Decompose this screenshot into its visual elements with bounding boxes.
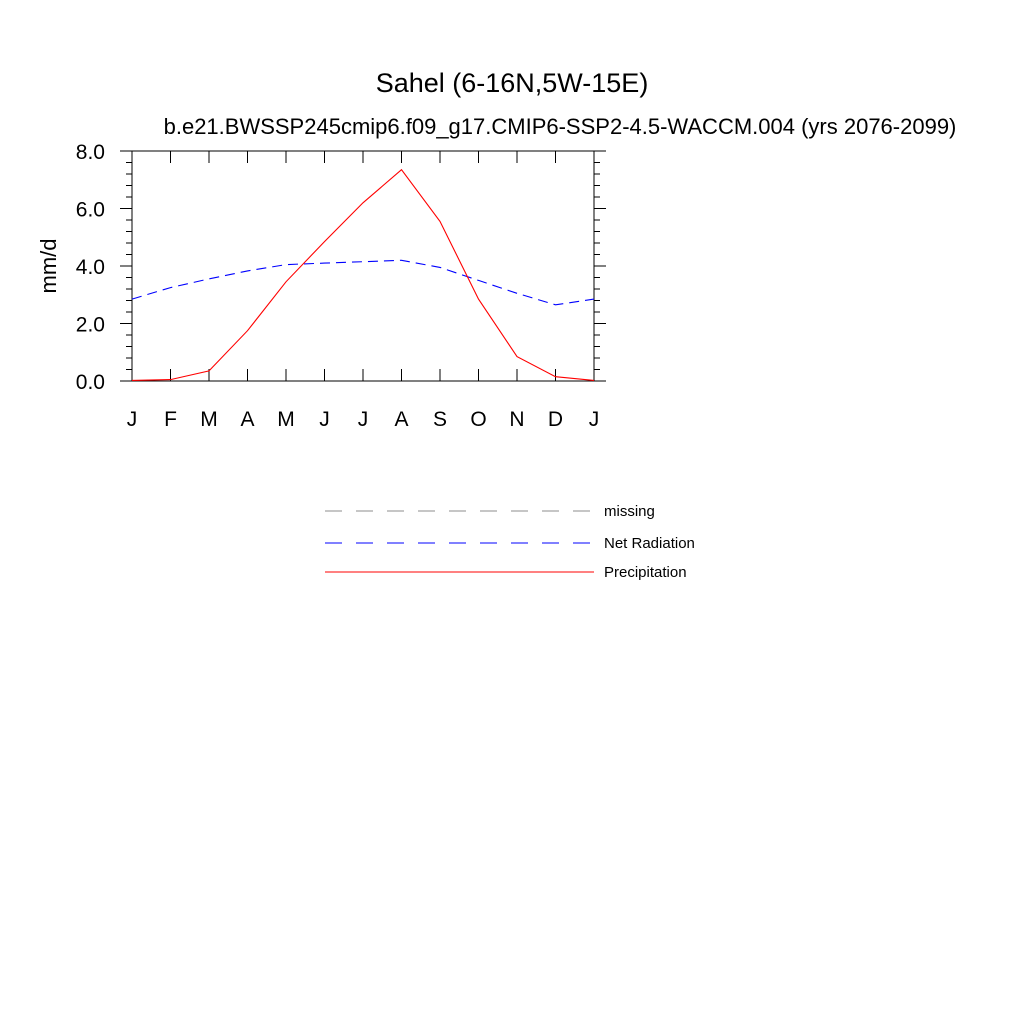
- legend: missing Net Radiation Precipitation: [325, 503, 695, 581]
- series-line-precipitation: [131, 168, 595, 381]
- x-tick-label: S: [433, 408, 447, 431]
- x-tick-label: M: [277, 408, 295, 431]
- legend-label-net-radiation: Net Radiation: [604, 535, 695, 552]
- x-tick-label: A: [240, 408, 254, 431]
- x-tick-label: O: [470, 408, 486, 431]
- y-tick-label: 0.0: [76, 371, 105, 394]
- x-tick-label: J: [319, 408, 330, 431]
- series-layer: [131, 168, 595, 381]
- y-tick-label: 4.0: [76, 256, 105, 279]
- x-tick-label: F: [164, 408, 177, 431]
- legend-label-precipitation: Precipitation: [604, 564, 687, 581]
- x-tick-label: J: [127, 408, 138, 431]
- series-line-net-radiation: [131, 259, 595, 306]
- chart-title: Sahel (6-16N,5W-15E): [376, 68, 649, 98]
- chart-subtitle: b.e21.BWSSP245cmip6.f09_g17.CMIP6-SSP2-4…: [164, 114, 957, 139]
- x-tick-label: J: [358, 408, 369, 431]
- axes: J F M A M J J A S O N D J0.02.04.06.08.0: [76, 141, 606, 431]
- legend-label-missing: missing: [604, 503, 655, 520]
- x-tick-label: N: [509, 408, 524, 431]
- plot-frame: [131, 150, 595, 382]
- x-tick-label: M: [200, 408, 218, 431]
- y-tick-label: 8.0: [76, 141, 105, 164]
- x-tick-label: J: [589, 408, 600, 431]
- y-axis-label: mm/d: [36, 239, 61, 294]
- y-tick-label: 6.0: [76, 199, 105, 222]
- y-tick-label: 2.0: [76, 314, 105, 337]
- x-tick-label: D: [548, 408, 563, 431]
- x-tick-label: A: [394, 408, 408, 431]
